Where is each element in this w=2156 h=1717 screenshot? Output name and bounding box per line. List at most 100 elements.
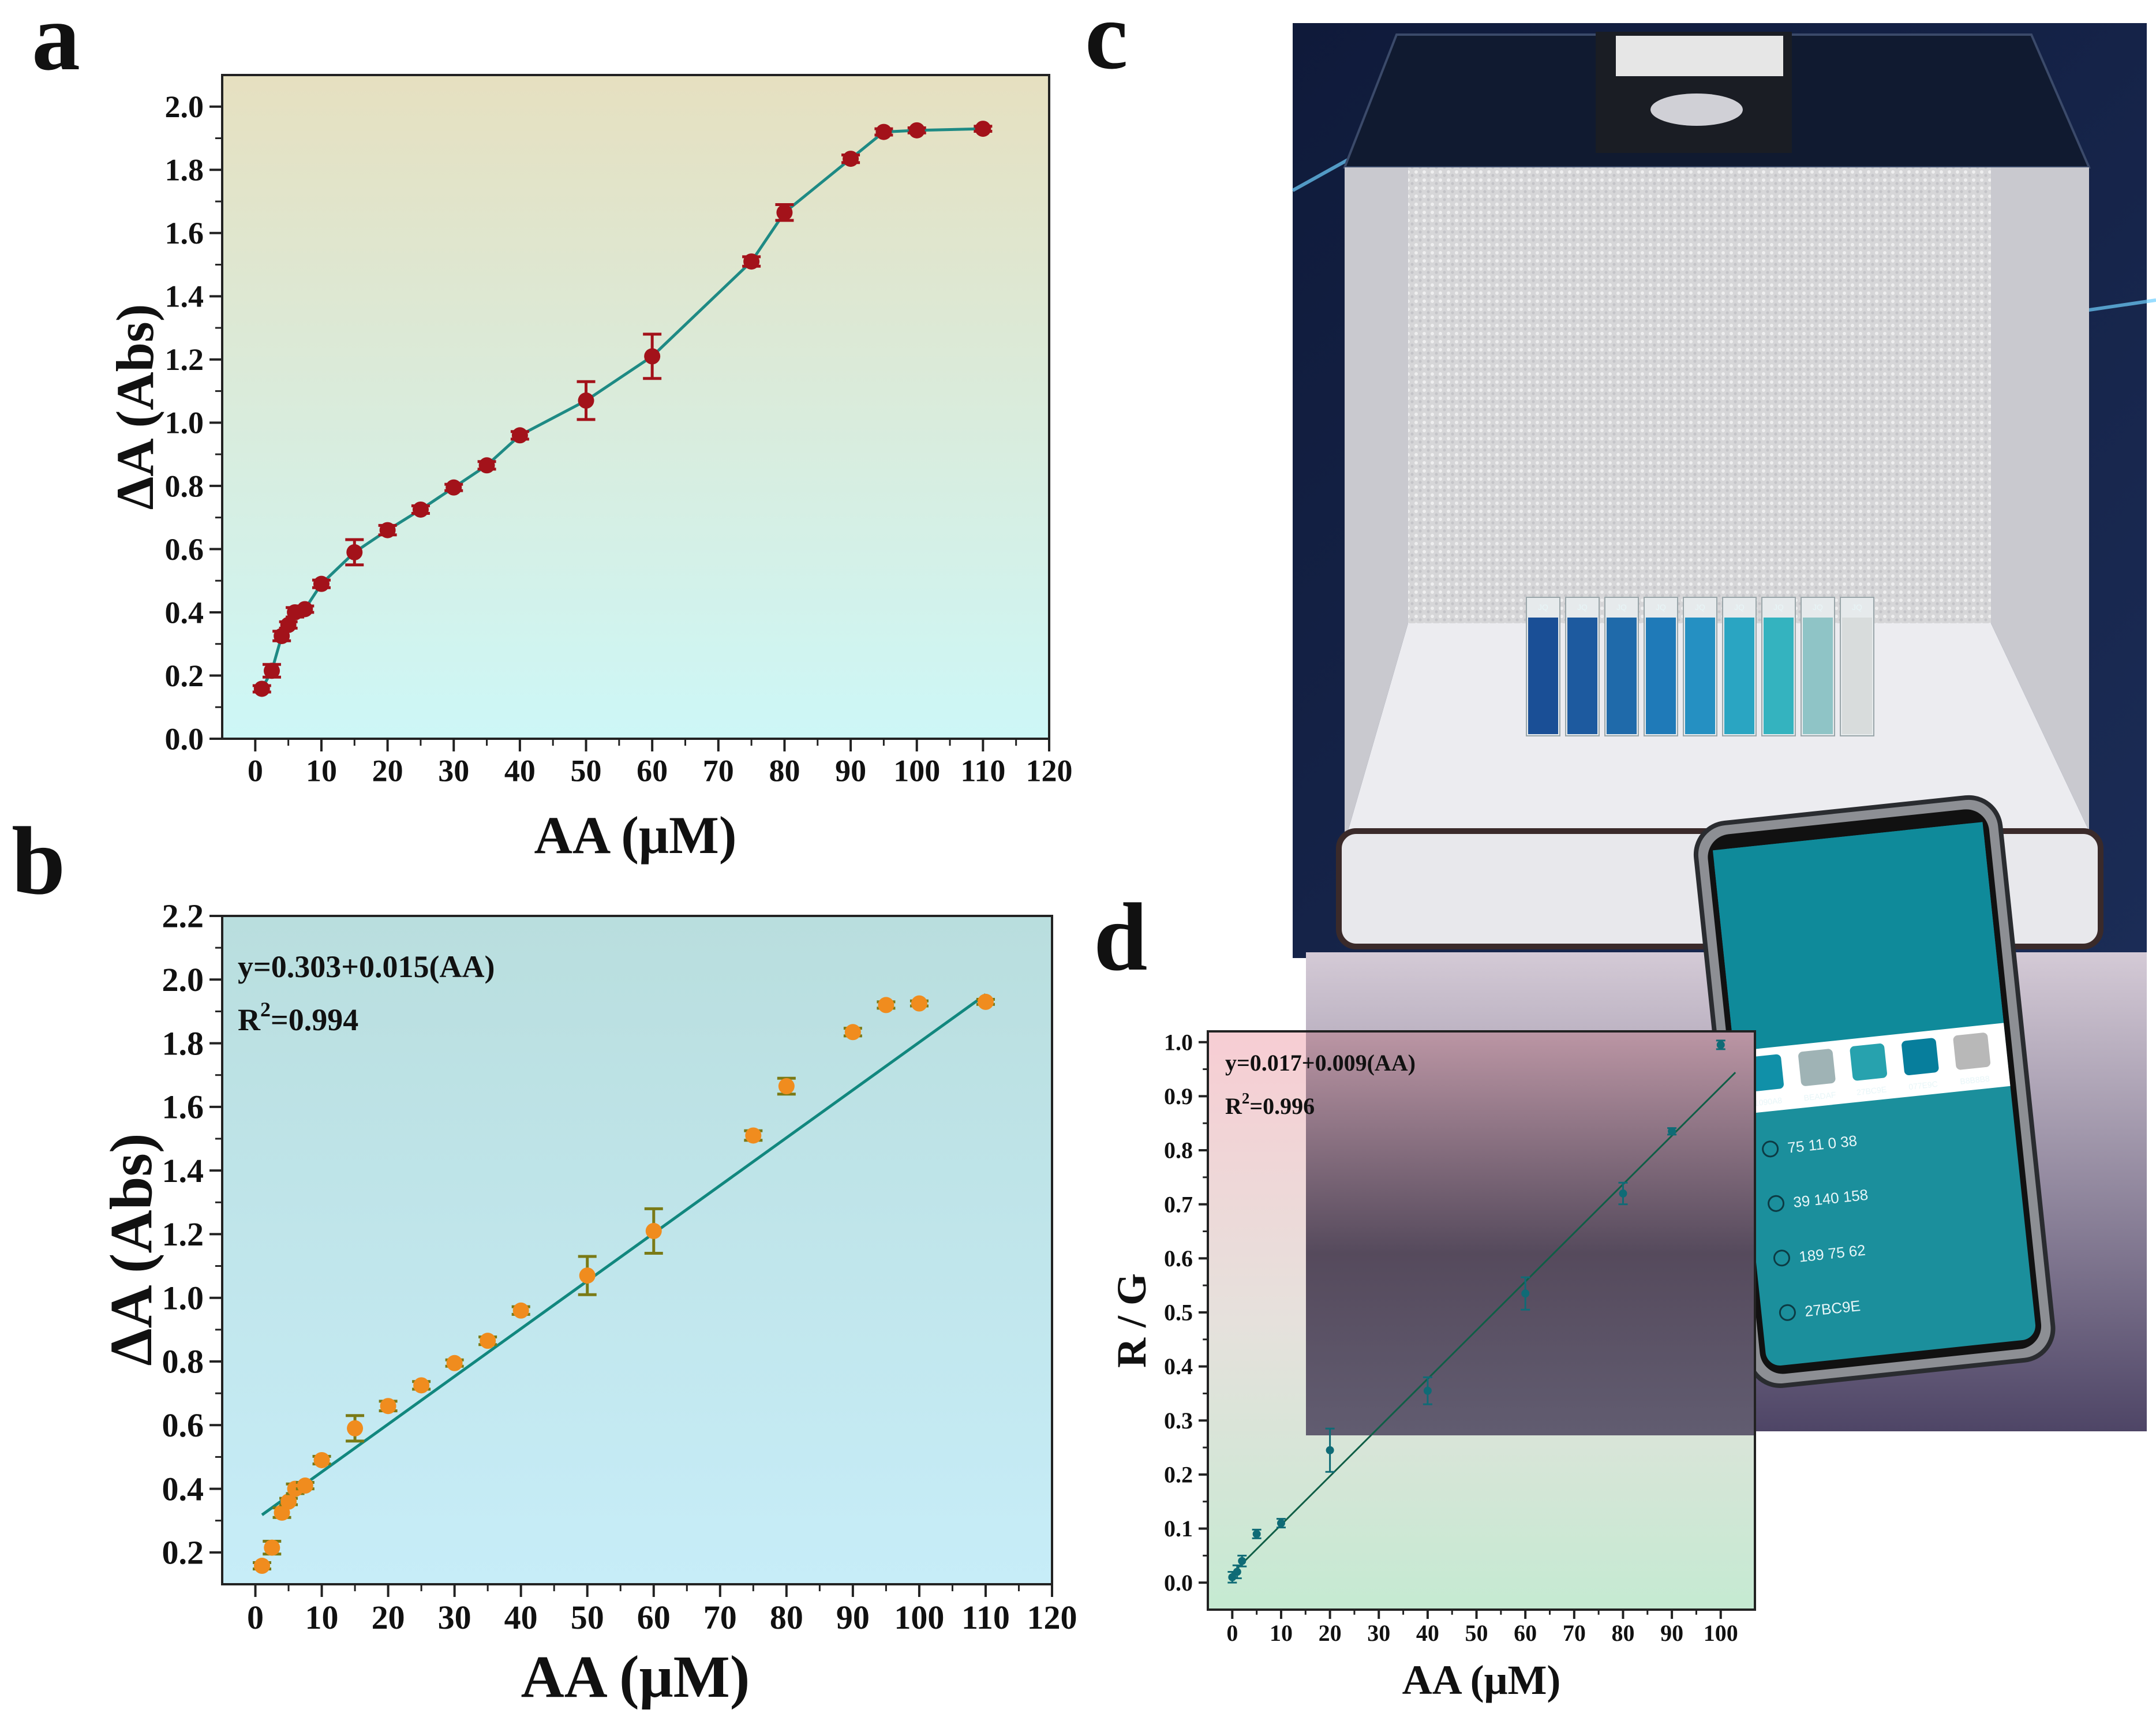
data-point <box>446 1355 463 1371</box>
x-tick-label: 120 <box>1027 1599 1077 1636</box>
data-point <box>843 151 859 167</box>
data-point <box>264 1539 280 1556</box>
data-point <box>280 616 297 633</box>
y-tick-label: 0.5 <box>1164 1300 1193 1326</box>
data-point <box>380 1398 396 1415</box>
data-point <box>743 253 760 270</box>
y-tick-label: 0.7 <box>1164 1191 1193 1217</box>
swatch-code: B8B8B8 <box>1960 1073 1990 1086</box>
fit-line <box>1232 1072 1736 1574</box>
chart-b: 0 10 20 30 40 50 60 70 80 90 100 110 120 0.2 0.4 0.6 0.8… <box>98 897 1077 1710</box>
data-point <box>1326 1446 1334 1454</box>
y-tick-label: 1.4 <box>162 1152 204 1189</box>
chart-a: 0 10 20 30 40 50 60 70 80 90 100 110 120 0.0 0.2 0.4 0.6… <box>106 74 1073 865</box>
data-point <box>644 348 661 365</box>
chart-d-r2: R2=0.996 <box>1225 1090 1315 1119</box>
x-tick-label: 10 <box>1270 1620 1293 1646</box>
color-swatch <box>1953 1033 1991 1070</box>
chart-a-xlabel: AA (μM) <box>534 806 736 865</box>
data-point <box>446 479 462 496</box>
chart-b-r2: R2=0.994 <box>238 998 358 1037</box>
x-tick-label: 100 <box>1704 1620 1738 1646</box>
x-tick-label: 100 <box>893 753 940 788</box>
phone-row-icon <box>1773 1250 1790 1267</box>
x-tick-label: 60 <box>1514 1620 1537 1646</box>
x-tick-label: 0 <box>247 1599 264 1636</box>
smartphone: 1090A8 BEADAF 27BC9E 077E9C B8B8B8 75 11 0 3… <box>1693 795 2056 1388</box>
x-tick-label: 50 <box>571 753 602 788</box>
data-point <box>875 124 892 140</box>
x-tick-label: 80 <box>769 753 800 788</box>
y-tick-label: 0.2 <box>162 1534 204 1572</box>
y-tick-label: 0.3 <box>1164 1408 1193 1434</box>
cuvette-label: JQ <box>1616 603 1627 612</box>
data-point <box>1423 1386 1432 1395</box>
x-tick-label: 40 <box>1416 1620 1439 1646</box>
y-tick-label: 0.6 <box>165 532 204 567</box>
data-point <box>1277 1519 1285 1528</box>
x-tick-label: 80 <box>770 1599 803 1636</box>
chart-d-ylabel: R / G <box>1109 1273 1155 1368</box>
cuvette-label: JQ <box>1538 603 1548 612</box>
data-point <box>297 1477 313 1494</box>
x-tick-label: 70 <box>1563 1620 1586 1646</box>
x-tick-label: 80 <box>1611 1620 1634 1646</box>
x-tick-label: 60 <box>637 753 668 788</box>
cuvette-label: JQ <box>1695 603 1705 612</box>
box-right-wall <box>1991 167 2089 831</box>
data-point <box>645 1222 662 1239</box>
phone-row-icon <box>1768 1195 1785 1212</box>
y-tick-label: 0.8 <box>1164 1138 1193 1164</box>
panel-letter-b: b <box>12 807 65 915</box>
x-tick-label: 30 <box>438 1599 471 1636</box>
phone-row-icon <box>1779 1304 1796 1321</box>
light-streak-right <box>2077 298 2156 313</box>
chart-b-ylabel: ΔA (Abs) <box>98 1133 164 1366</box>
chart-a-marks <box>252 121 993 697</box>
cuvette-solution <box>1764 618 1794 734</box>
y-tick-label: 0.2 <box>1164 1461 1193 1487</box>
y-tick-label: 2.2 <box>162 897 204 935</box>
data-point <box>878 997 894 1013</box>
data-point <box>254 1558 271 1574</box>
chart-d: 0 10 20 30 40 50 60 70 80 90 100 0.0 0.1 0.2 0.3 0.4 0.5… <box>1109 1029 1756 1703</box>
panel-letter-d: d <box>1094 884 1147 991</box>
y-tick-label: 1.0 <box>1164 1029 1193 1055</box>
fit-line <box>261 993 987 1516</box>
x-tick-label: 70 <box>703 1599 737 1636</box>
data-point <box>975 121 991 137</box>
y-tick-label: 2.0 <box>165 89 204 124</box>
chart-b-equation: y=0.303+0.015(AA) <box>238 949 495 984</box>
x-tick-label: 90 <box>1660 1620 1683 1646</box>
cuvette-row: JQ JQ JQ JQ JQ JQ JQ JQ JQ <box>1526 597 1874 736</box>
cuvette-solution <box>1528 618 1558 734</box>
color-swatch <box>1850 1043 1887 1081</box>
data-point <box>480 1333 496 1349</box>
cuvette-solution <box>1646 618 1676 734</box>
x-tick-label: 90 <box>836 1599 870 1636</box>
y-tick-label: 0.4 <box>165 595 204 630</box>
cuvette-label: JQ <box>1852 603 1862 612</box>
x-tick-label: 120 <box>1026 753 1073 788</box>
data-point <box>511 427 528 444</box>
y-tick-label: 2.0 <box>162 961 204 998</box>
chart-b-xlabel: AA (μM) <box>521 1644 750 1710</box>
chart-d-ticks: 0 10 20 30 40 50 60 70 80 90 100 0.0 0.1 0.2 0.3 0.4 0.5… <box>1164 1029 1738 1646</box>
color-swatch <box>1902 1038 1939 1075</box>
x-tick-label: 70 <box>703 753 734 788</box>
y-tick-label: 0.1 <box>1164 1516 1193 1542</box>
data-point <box>579 1267 596 1284</box>
chart-b-marks <box>253 993 995 1574</box>
data-point <box>844 1024 861 1041</box>
x-tick-label: 40 <box>504 753 536 788</box>
x-tick-label: 50 <box>571 1599 604 1636</box>
y-tick-label: 0.4 <box>162 1470 204 1507</box>
chart-b-plot-area <box>221 915 1053 1585</box>
chart-b-ticks: 0 10 20 30 40 50 60 70 80 90 100 110 120 0.2 0.4 0.6 0.8… <box>162 897 1077 1636</box>
data-point <box>313 1452 330 1468</box>
data-point <box>1238 1557 1247 1565</box>
chart-d-photo-overlap <box>1306 1031 1755 1435</box>
x-tick-label: 10 <box>305 1599 339 1636</box>
data-point <box>776 204 793 221</box>
box-top-lens <box>1650 93 1743 126</box>
